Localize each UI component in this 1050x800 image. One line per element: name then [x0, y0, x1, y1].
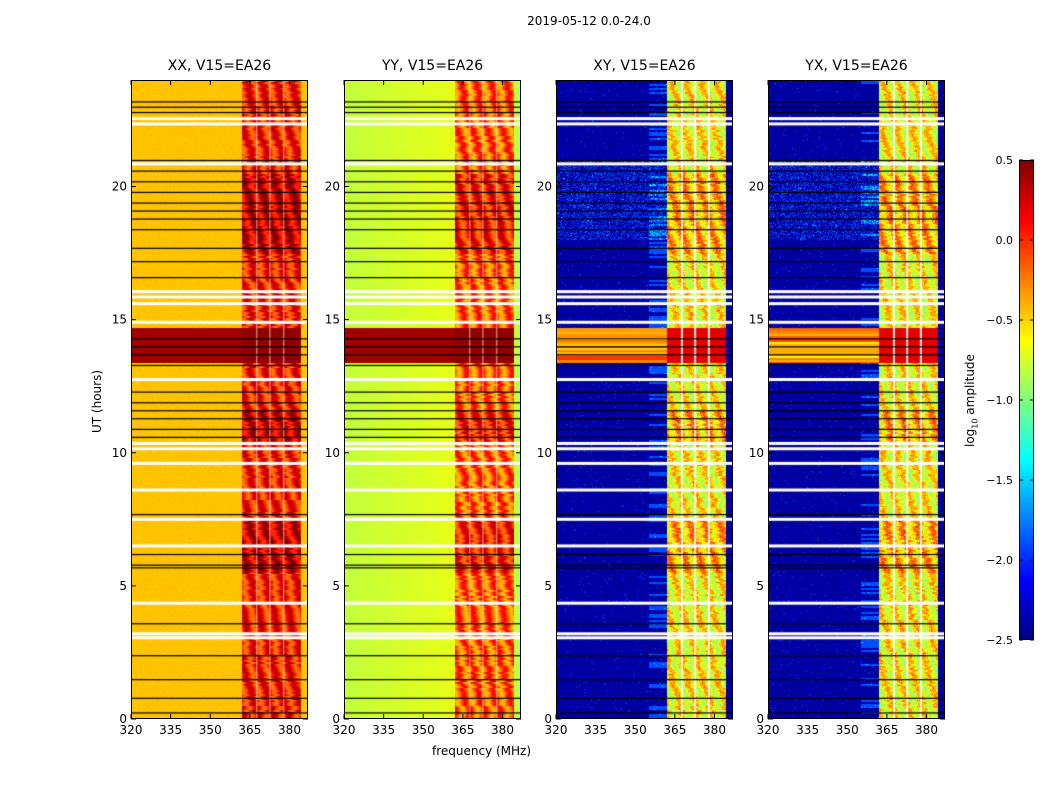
y-tick-label: 20 — [112, 180, 127, 194]
heatmap-image — [131, 80, 308, 719]
colorbar-tick-label: −2.5 — [986, 634, 1013, 647]
x-tick-label: 350 — [412, 723, 435, 737]
y-tick-label: 5 — [332, 579, 340, 593]
x-tick-label: 380 — [915, 723, 938, 737]
y-tick-label: 10 — [537, 446, 552, 460]
colorbar-tick-label: −1.5 — [986, 474, 1013, 487]
axes-frame — [768, 80, 945, 719]
panel-title: XY, V15=EA26 — [593, 58, 696, 74]
axes-group: 320 335 350 365 380 0 5 10 15 20 — [112, 80, 308, 737]
panel-axes: 320 335 350 365 380 0 5 10 15 20 — [537, 80, 733, 737]
x-tick-label: 335 — [796, 723, 819, 737]
x-tick-label: 380 — [491, 723, 514, 737]
x-tick-label: 320 — [545, 723, 568, 737]
y-tick-label: 20 — [749, 180, 764, 194]
y-tick-label: 0 — [332, 712, 340, 726]
x-tick-label: 365 — [875, 723, 898, 737]
y-tick-label: 20 — [537, 180, 552, 194]
y-tick-label: 15 — [325, 313, 340, 327]
heatmap-image — [344, 80, 521, 719]
axes-group: 320 335 350 365 380 0 5 10 15 20 — [537, 80, 733, 737]
colorbar-tick-label: −2.0 — [986, 554, 1013, 567]
axes-frame — [556, 80, 733, 719]
panel-title: XX, V15=EA26 — [167, 58, 272, 74]
panel-axes: 320 335 350 365 380 0 5 10 15 20 — [112, 80, 308, 737]
y-tick-label: 0 — [544, 712, 552, 726]
y-tick-label: 0 — [119, 712, 127, 726]
heatmap-image — [768, 80, 945, 719]
x-tick-label: 320 — [757, 723, 780, 737]
x-tick-label: 365 — [451, 723, 474, 737]
y-tick-label: 10 — [749, 446, 764, 460]
y-tick-label: 10 — [325, 446, 340, 460]
axes-group: 320 335 350 365 380 0 5 10 15 20 — [749, 80, 945, 737]
x-tick-label: 320 — [333, 723, 356, 737]
panel-title: YY, V15=EA26 — [381, 58, 484, 74]
y-tick-label: 15 — [749, 313, 764, 327]
y-tick-label: 20 — [325, 180, 340, 194]
x-tick-label: 335 — [159, 723, 182, 737]
colorbar-tick-label: 0.5 — [996, 154, 1014, 167]
axes-frame — [131, 80, 308, 719]
y-tick-label: 0 — [756, 712, 764, 726]
x-tick-label: 350 — [624, 723, 647, 737]
y-tick-label: 15 — [112, 313, 127, 327]
axes-frame — [344, 80, 521, 719]
y-tick-label: 10 — [112, 446, 127, 460]
x-tick-label: 335 — [584, 723, 607, 737]
colorbar-tick-label: 0.0 — [996, 234, 1014, 247]
heatmap-panel-yx: YX, V15=EA26 320 335 350 365 380 0 5 10 15 20 — [749, 58, 945, 737]
x-tick-label: 335 — [372, 723, 395, 737]
x-axis-label: frequency (MHz) — [432, 744, 532, 758]
x-tick-label: 380 — [278, 723, 301, 737]
axes-group: 320 335 350 365 380 0 5 10 15 20 — [325, 80, 521, 737]
panel-axes: 320 335 350 365 380 0 5 10 15 20 — [749, 80, 945, 737]
x-tick-label: 350 — [836, 723, 859, 737]
heatmap-panel-xy: XY, V15=EA26 320 335 350 365 380 0 5 10 15 20 — [537, 58, 733, 737]
y-tick-label: 5 — [119, 579, 127, 593]
x-tick-label: 320 — [120, 723, 143, 737]
x-tick-label: 365 — [238, 723, 261, 737]
colorbar-tick-label: −0.5 — [986, 314, 1013, 327]
heatmap-panel-xx: XX, V15=EA26 320 335 350 365 380 0 5 10 15 20 — [112, 58, 308, 737]
figure-title: 2019-05-12 0.0-24.0 — [527, 14, 651, 28]
y-tick-label: 5 — [756, 579, 764, 593]
colorbar-tick-label: −1.0 — [986, 394, 1013, 407]
panel-axes: 320 335 350 365 380 0 5 10 15 20 — [325, 80, 521, 737]
colorbar-ticks: 0.5 0.0 −0.5 −1.0 −1.5 −2.0 −2.5 — [986, 154, 1034, 647]
panel-title: YX, V15=EA26 — [805, 58, 908, 74]
y-tick-label: 5 — [544, 579, 552, 593]
heatmap-panel-yy: YY, V15=EA26 320 335 350 365 380 0 5 10 15 20 — [325, 58, 521, 737]
x-tick-label: 350 — [199, 723, 222, 737]
y-tick-label: 15 — [537, 313, 552, 327]
x-tick-label: 380 — [703, 723, 726, 737]
heatmap-image — [556, 80, 733, 719]
x-tick-label: 365 — [663, 723, 686, 737]
